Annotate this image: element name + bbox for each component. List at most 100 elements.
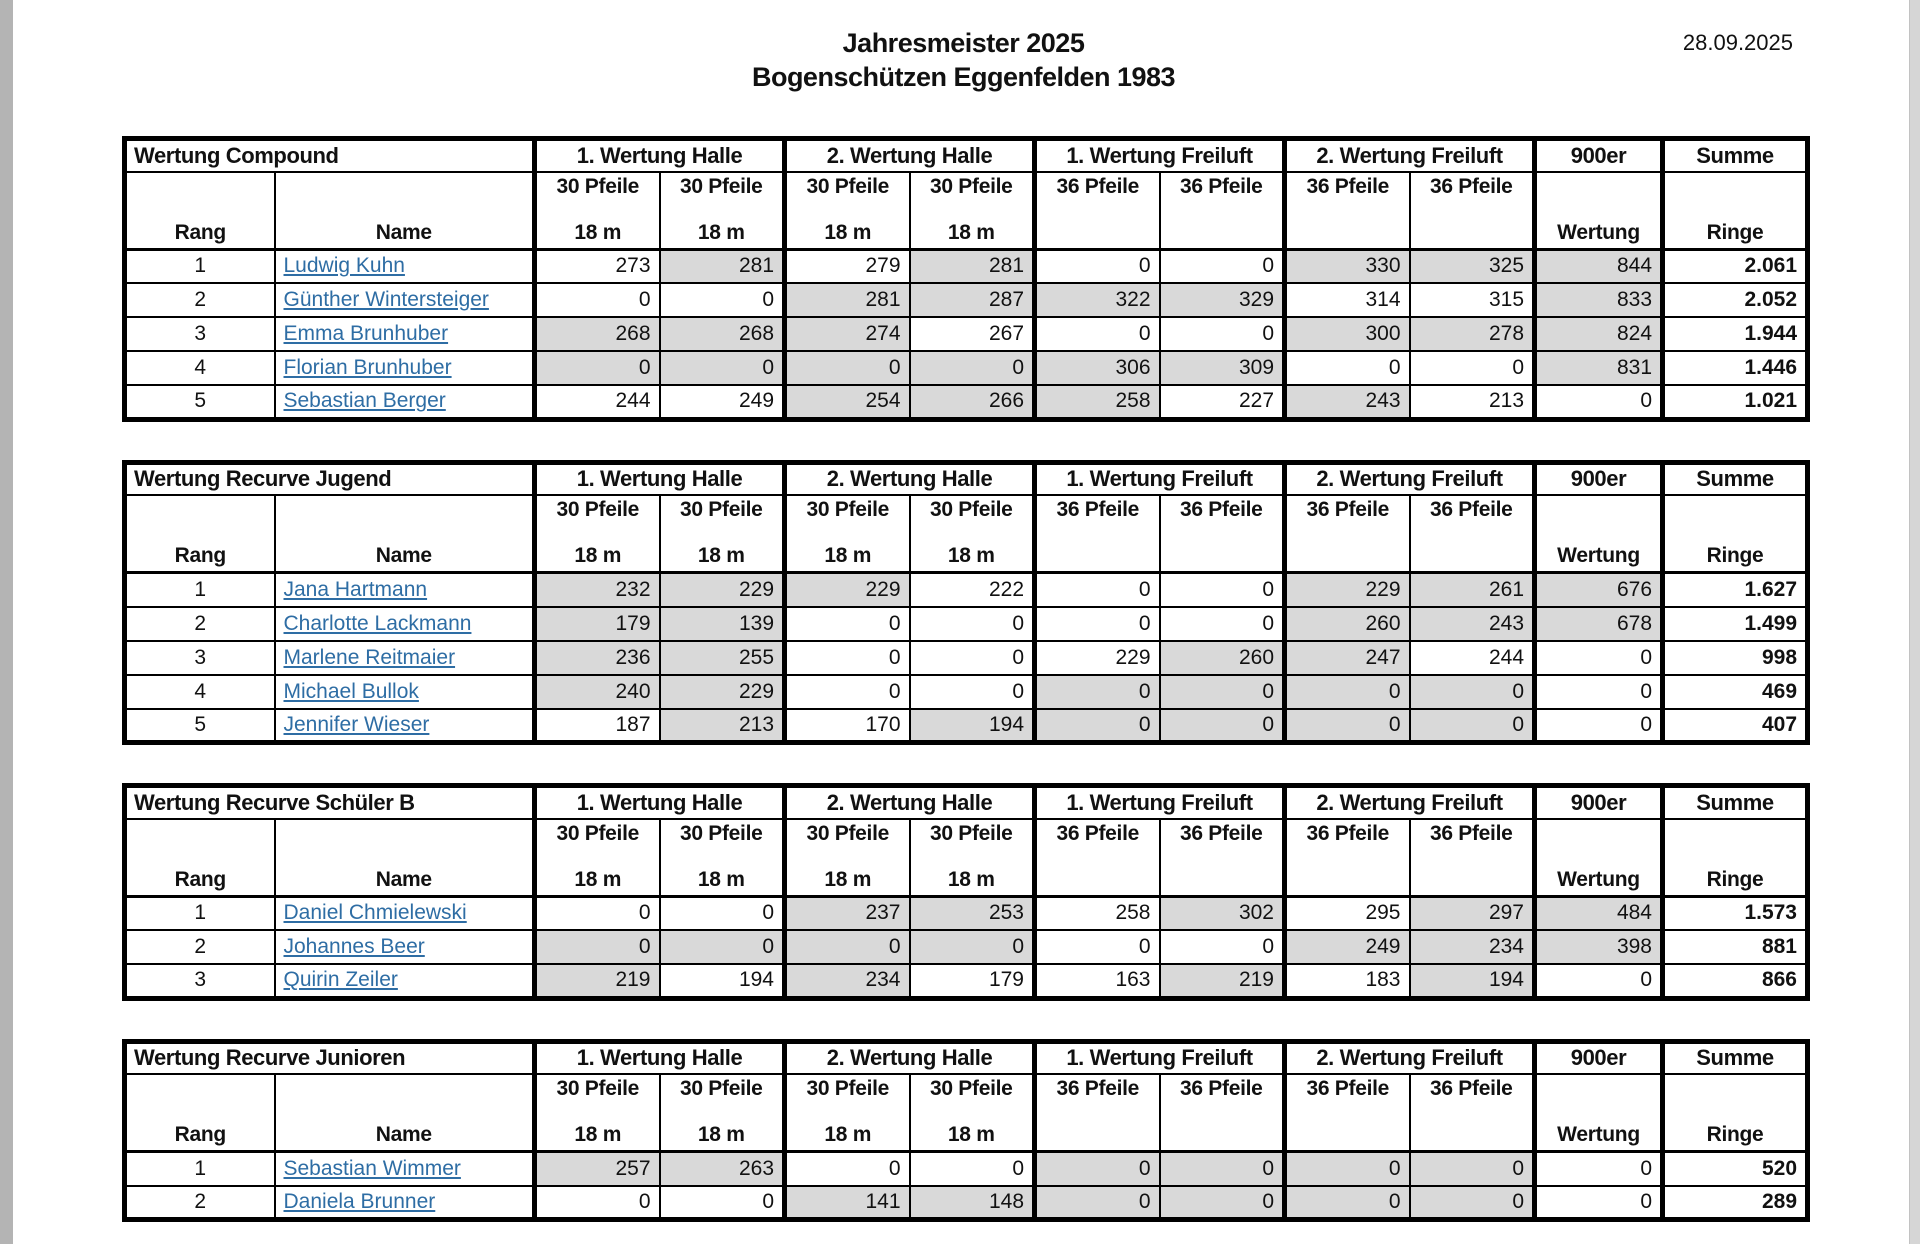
athlete-link[interactable]: Günther Wintersteiger xyxy=(283,288,489,311)
subheader-top-label: 36 Pfeile xyxy=(1306,174,1390,198)
subheader-bottom-label: Name xyxy=(375,867,432,891)
rank-cell: 3 xyxy=(123,963,276,999)
subheader-text: 36 Pfeile xyxy=(1162,173,1283,246)
subheader-top-label: 36 Pfeile xyxy=(1179,821,1263,845)
halle-column-header: 30 Pfeile 18 m xyxy=(782,494,911,574)
subheader-top-label: 36 Pfeile xyxy=(1430,174,1513,198)
score-cell: 268 xyxy=(658,316,786,352)
result-row: 1 Sebastian Wimmer 257 263 0 0 0 0 0 0 0 520 xyxy=(123,1150,1809,1187)
score-cell: 287 xyxy=(908,282,1036,318)
wertung900-cell: 484 xyxy=(1532,895,1664,931)
score-cell: 0 xyxy=(658,929,786,965)
subheader-bottom-label: Wertung xyxy=(1557,544,1640,567)
subheader-top-label: 30 Pfeile xyxy=(806,821,890,845)
score-cell: 0 xyxy=(1032,707,1161,744)
score-cell: 0 xyxy=(1158,929,1286,965)
rank-cell: 1 xyxy=(123,248,276,284)
summe-cell: 407 xyxy=(1660,707,1809,744)
subheader-text: 36 Pfeile xyxy=(1040,820,1158,893)
subheader-top-label: 36 Pfeile xyxy=(1429,821,1513,845)
athlete-link[interactable]: Jennifer Wieser xyxy=(283,712,430,736)
rank-cell: 4 xyxy=(123,350,276,386)
result-row: 2 Daniela Brunner 0 0 141 148 0 0 0 0 0 289 xyxy=(123,1184,1809,1221)
halle-column-header: 30 Pfeile 18 m xyxy=(782,1073,911,1153)
score-cell: 0 xyxy=(1282,350,1411,386)
score-cell: 243 xyxy=(1282,384,1411,420)
score-cell: 213 xyxy=(1408,384,1536,420)
score-cell: 0 xyxy=(658,350,786,386)
athlete-link[interactable]: Charlotte Lackmann xyxy=(283,611,472,635)
score-cell: 0 xyxy=(1408,673,1536,710)
subheader-text: Name xyxy=(277,1076,533,1149)
column-group-header: 2. Wertung Freiluft xyxy=(1282,784,1536,820)
score-cell: 0 xyxy=(1158,571,1286,608)
column-summe-header: Summe xyxy=(1660,784,1809,820)
score-cell: 0 xyxy=(1032,1150,1161,1187)
name-cell: Johannes Beer xyxy=(273,929,536,965)
halle-column-header: 30 Pfeile 18 m xyxy=(658,494,786,574)
rank-cell: 4 xyxy=(123,673,276,710)
subheader-text: 30 Pfeile 18 m xyxy=(912,820,1033,893)
subheader-top-label: 30 Pfeile xyxy=(680,1077,763,1100)
subheader-text: Name xyxy=(277,820,533,893)
athlete-link[interactable]: Jana Hartmann xyxy=(283,577,428,601)
summe-cell: 520 xyxy=(1660,1150,1809,1187)
rang-column-header: Rang xyxy=(123,1073,276,1153)
subheader-text: 30 Pfeile 18 m xyxy=(790,173,908,246)
wertung900-cell: 0 xyxy=(1532,639,1664,676)
score-cell: 309 xyxy=(1158,350,1286,386)
subheader-text: Ringe xyxy=(1668,820,1806,893)
wertung900-cell: 0 xyxy=(1532,1150,1664,1187)
athlete-link[interactable]: Johannes Beer xyxy=(283,935,425,958)
subheader-text: 30 Pfeile 18 m xyxy=(540,820,658,893)
score-cell: 257 xyxy=(532,1150,661,1187)
subheader-bottom-label: 18 m xyxy=(824,544,872,567)
scrollbar-track[interactable] xyxy=(1909,0,1920,1244)
score-cell: 249 xyxy=(658,384,786,420)
wertung900-cell: 0 xyxy=(1532,963,1664,999)
summe-cell: 998 xyxy=(1660,639,1809,676)
table-category-title: Wertung Recurve Jugend xyxy=(123,461,536,496)
subheader-bottom-label: 18 m xyxy=(947,1123,995,1146)
freiluft-column-header: 36 Pfeile xyxy=(1282,1073,1411,1153)
athlete-link[interactable]: Quirin Zeiler xyxy=(283,968,398,992)
score-cell: 281 xyxy=(908,248,1036,284)
score-cell: 163 xyxy=(1032,963,1161,999)
athlete-link[interactable]: Daniel Chmielewski xyxy=(283,901,467,925)
rank-cell: 2 xyxy=(123,1184,276,1221)
column-group-header: 1. Wertung Freiluft xyxy=(1032,784,1286,820)
score-cell: 0 xyxy=(1158,1184,1286,1221)
subheader-bottom-label: Ringe xyxy=(1706,867,1764,891)
athlete-link[interactable]: Daniela Brunner xyxy=(283,1189,436,1213)
halle-column-header: 30 Pfeile 18 m xyxy=(658,1073,786,1153)
score-cell: 236 xyxy=(532,639,661,676)
ringe-column-header: Ringe xyxy=(1660,494,1809,574)
subheader-text: 30 Pfeile 18 m xyxy=(912,497,1033,570)
summe-cell: 1.573 xyxy=(1660,895,1809,931)
athlete-link[interactable]: Florian Brunhuber xyxy=(283,356,452,379)
score-cell: 0 xyxy=(782,639,911,676)
subheader-text: 36 Pfeile xyxy=(1290,173,1408,246)
subheader-text: 30 Pfeile 18 m xyxy=(662,820,783,893)
athlete-link[interactable]: Michael Bullok xyxy=(283,679,419,703)
score-cell: 0 xyxy=(1158,707,1286,744)
subheader-top-label: 30 Pfeile xyxy=(806,498,890,521)
subheader-bottom-label: Rang xyxy=(174,867,227,891)
score-cell: 302 xyxy=(1158,895,1286,931)
subheader-text: 36 Pfeile xyxy=(1412,1076,1533,1149)
subheader-bottom-label: Wertung xyxy=(1557,867,1640,891)
athlete-link[interactable]: Marlene Reitmaier xyxy=(283,645,456,669)
subheader-text: Wertung xyxy=(1540,820,1661,893)
score-cell: 0 xyxy=(1408,1184,1536,1221)
column-900-header: 900er xyxy=(1532,461,1664,496)
subheader-text: 36 Pfeile xyxy=(1290,820,1408,893)
score-cell: 314 xyxy=(1282,282,1411,318)
ringe-column-header: Ringe xyxy=(1660,1073,1809,1153)
subheader-top-label: 36 Pfeile xyxy=(1430,498,1513,521)
subheader-text: 30 Pfeile 18 m xyxy=(790,1076,908,1149)
athlete-link[interactable]: Sebastian Berger xyxy=(283,389,446,413)
athlete-link[interactable]: Ludwig Kuhn xyxy=(283,254,405,278)
subheader-text: 30 Pfeile 18 m xyxy=(540,1076,658,1149)
athlete-link[interactable]: Sebastian Wimmer xyxy=(283,1156,461,1180)
athlete-link[interactable]: Emma Brunhuber xyxy=(283,322,449,345)
